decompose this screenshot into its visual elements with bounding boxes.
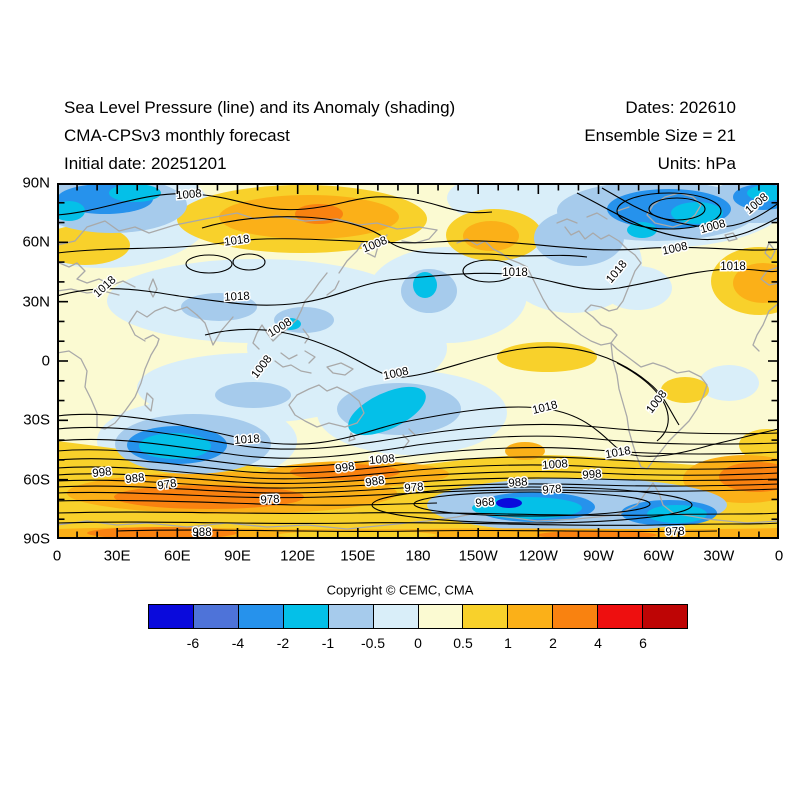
- contour-label: 1008: [369, 453, 396, 467]
- chart-header-left: Sea Level Pressure (line) and its Anomal…: [64, 94, 455, 178]
- chart-title: Sea Level Pressure (line) and its Anomal…: [64, 98, 456, 117]
- colorbar-segments: [148, 604, 688, 629]
- colorbar-segment: [282, 605, 328, 628]
- chart-model: CMA-CPSv3 monthly forecast: [64, 126, 290, 145]
- chart-header-right: Dates: 202610 Ensemble Size = 21 Units: …: [584, 94, 736, 178]
- colorbar-segment: [417, 605, 463, 628]
- colorbar-tick-label: -6: [186, 635, 200, 651]
- colorbar-tick-label: 0.5: [453, 635, 473, 651]
- colorbar-segment: [597, 605, 643, 628]
- colorbar-tick-label: 4: [594, 635, 602, 651]
- contour-label: 988: [508, 476, 528, 489]
- x-axis-tick-label: 30W: [703, 547, 735, 565]
- colorbar-tick-label: 6: [639, 635, 647, 651]
- colorbar-segment: [372, 605, 418, 628]
- x-axis-tick-label: 120W: [518, 547, 558, 565]
- colorbar-tick-label: -1: [321, 635, 335, 651]
- x-axis-tick-label: 0: [52, 547, 62, 565]
- contour-label: 978: [260, 494, 280, 507]
- x-axis-tick-label: 90W: [583, 547, 614, 565]
- x-axis-tick-label: 150W: [458, 547, 498, 565]
- chart-initial-date: Initial date: 20251201: [64, 154, 227, 173]
- chart-ensemble-size: Ensemble Size = 21: [584, 126, 736, 145]
- copyright-text: Copyright © CEMC, CMA: [326, 582, 474, 598]
- pressure-contours: [56, 187, 780, 533]
- x-axis-tick-label: 0: [774, 547, 784, 565]
- contour-label: 988: [125, 472, 145, 486]
- contour-label: 1018: [720, 261, 746, 273]
- colorbar-tick-label: -4: [231, 635, 245, 651]
- chart-units: Units: hPa: [657, 154, 736, 173]
- contour-label: 978: [665, 526, 685, 539]
- x-axis-tick-label: 90E: [224, 547, 251, 565]
- colorbar-segment: [192, 605, 238, 628]
- colorbar-tick-label: 0: [414, 635, 422, 651]
- contour-label: 978: [404, 481, 424, 494]
- colorbar-segment: [327, 605, 373, 628]
- x-axis-tick-label: 60E: [163, 547, 191, 565]
- colorbar-segment: [552, 605, 598, 628]
- y-axis-tick-label: 60N: [22, 233, 50, 251]
- contour-label: 998: [582, 468, 602, 481]
- x-axis-tick-label: 150E: [340, 547, 376, 565]
- contour-label: 998: [335, 461, 356, 476]
- y-axis-tick-label: 30S: [23, 411, 50, 429]
- contour-label: 1018: [502, 267, 528, 279]
- x-axis-tick-label: 180: [405, 547, 431, 565]
- colorbar-tick-label: -2: [276, 635, 290, 651]
- colorbar-segment: [237, 605, 283, 628]
- colorbar-segment: [507, 605, 553, 628]
- y-axis-tick-label: 60S: [23, 471, 50, 489]
- contour-label: 998: [92, 466, 112, 480]
- colorbar-tick-label: -0.5: [360, 635, 386, 651]
- y-axis-tick-label: 0: [41, 352, 50, 370]
- x-axis-tick-label: 120E: [280, 547, 316, 565]
- anomaly-shading: [0, 158, 800, 539]
- contour-label: 1008: [176, 188, 203, 202]
- y-axis-tick-label: 90N: [22, 174, 50, 192]
- contour-label: 1018: [223, 233, 250, 248]
- chart-valid-dates: Dates: 202610: [625, 98, 736, 117]
- contour-label: 978: [157, 478, 178, 493]
- contour-label: 1018: [224, 290, 250, 303]
- colorbar-tick-label: 1: [504, 635, 512, 651]
- colorbar-segment: [149, 605, 193, 628]
- y-axis-tick-label: 30N: [22, 293, 50, 311]
- colorbar-tick-label: 2: [549, 635, 557, 651]
- x-axis-tick-label: 30E: [103, 547, 131, 565]
- colorbar-segment: [462, 605, 508, 628]
- contour-label: 1018: [234, 433, 260, 447]
- map-plot-area: 1008 1018 1008 1018 1018 1008 1008 1008 1008 1018…: [0, 158, 800, 541]
- y-axis-tick-label: 90S: [23, 530, 50, 548]
- colorbar-segment: [642, 605, 688, 628]
- contour-label: 988: [365, 475, 386, 490]
- contour-label: 978: [542, 483, 562, 496]
- x-axis-tick-label: 60W: [643, 547, 675, 565]
- map-frame: [57, 183, 779, 539]
- contour-label: 1008: [542, 458, 568, 472]
- colorbar: -6 -4 -2 -1 -0.5 0 0.5 1 2 4 6: [148, 604, 688, 654]
- coastlines: [56, 192, 780, 530]
- contour-label: 968: [475, 496, 495, 509]
